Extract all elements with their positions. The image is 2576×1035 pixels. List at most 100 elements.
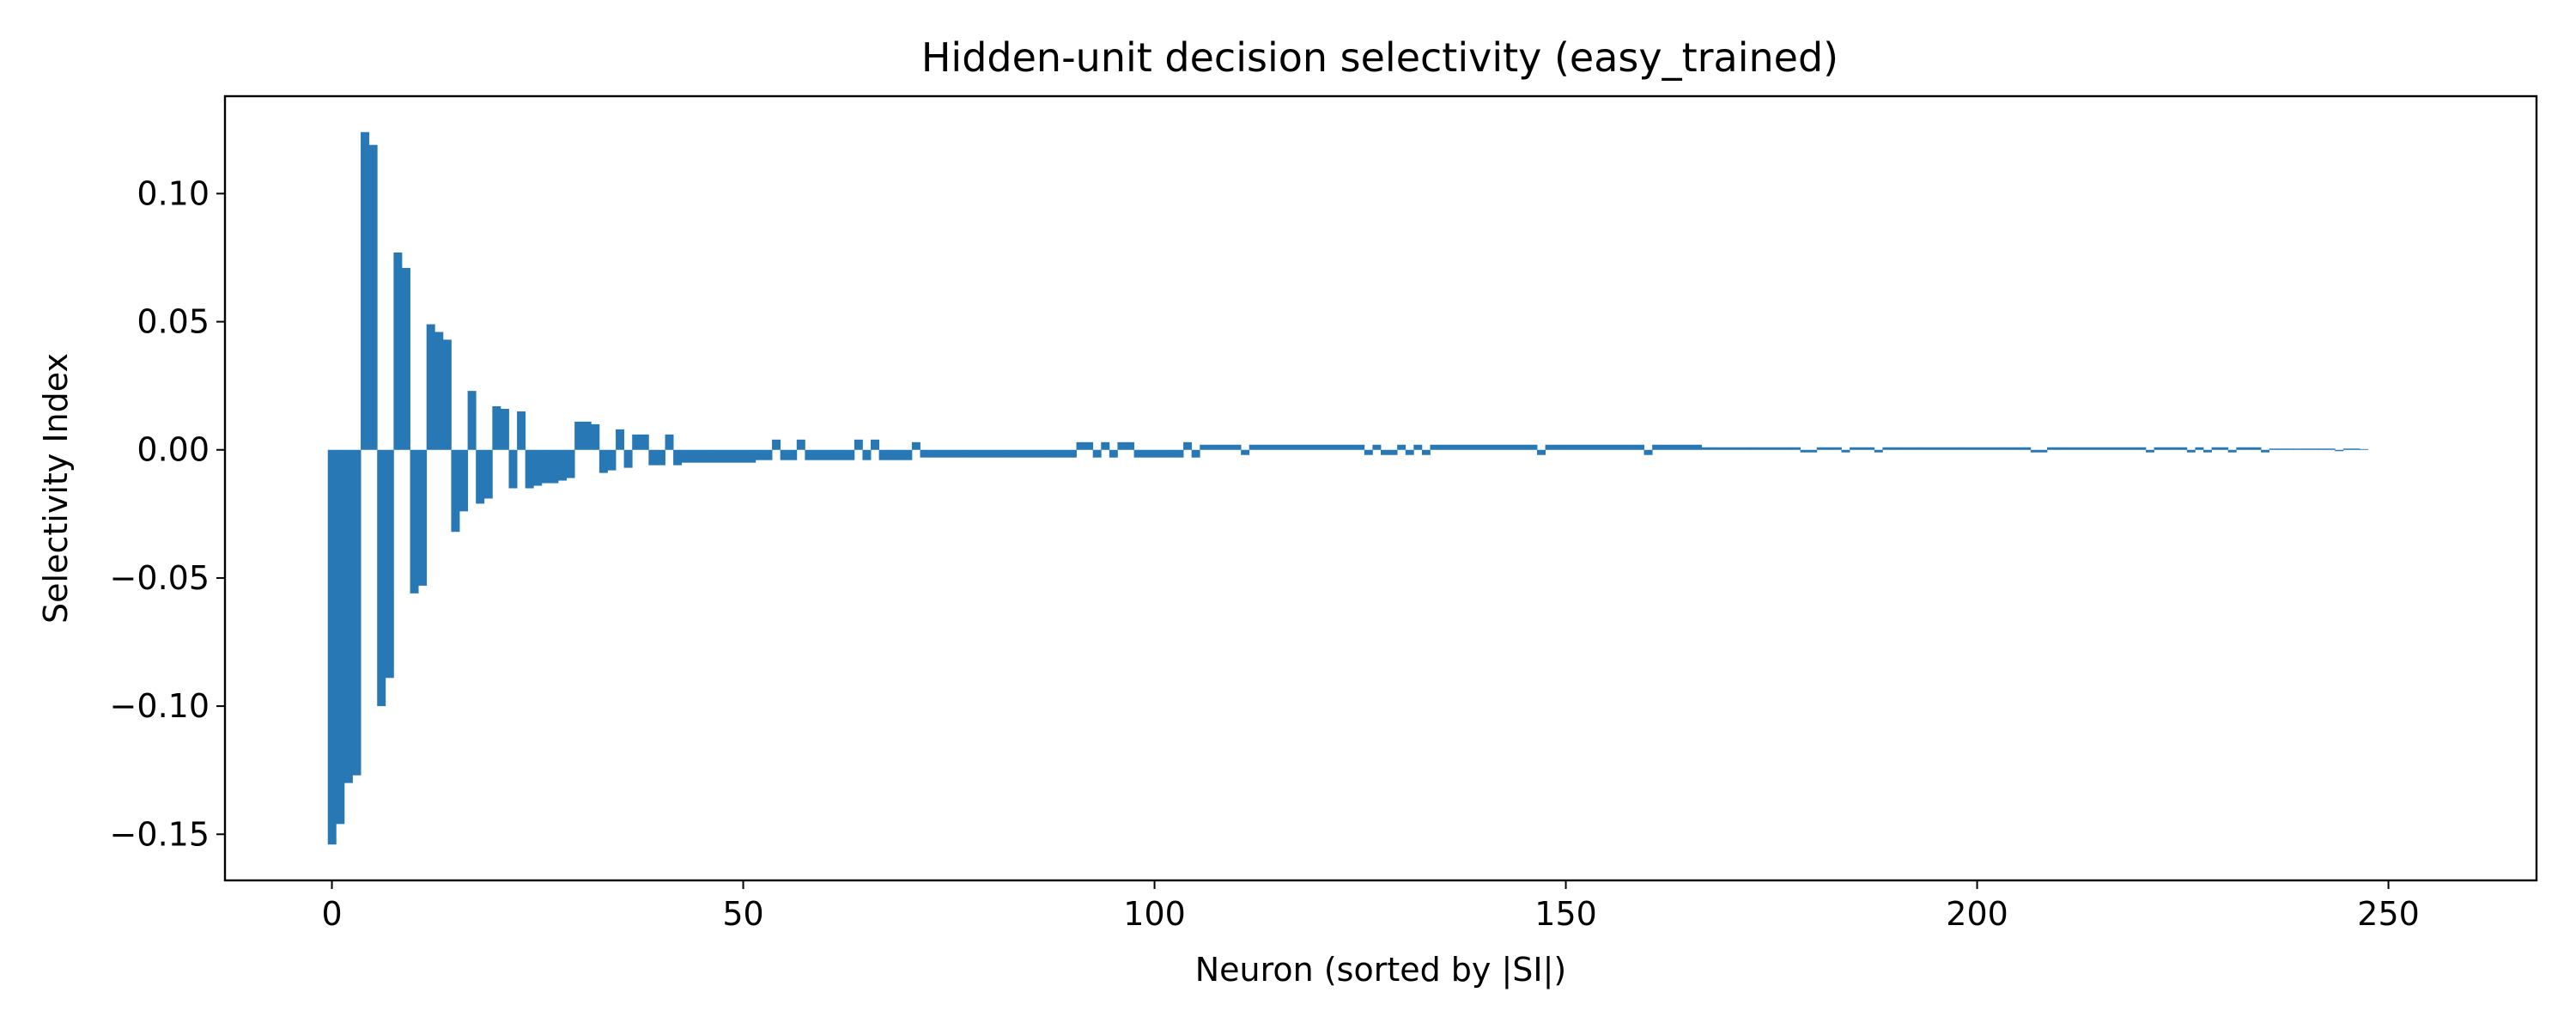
bar-134 xyxy=(1430,444,1439,450)
bar-99 xyxy=(1142,449,1151,458)
bar-124 xyxy=(1347,444,1357,450)
bar-246 xyxy=(2351,448,2360,450)
bar-191 xyxy=(1899,447,1908,450)
bar-32 xyxy=(591,423,600,450)
bar-173 xyxy=(1751,447,1760,450)
bar-202 xyxy=(1989,447,1998,450)
bar-247 xyxy=(2360,448,2369,450)
bar-217 xyxy=(2112,447,2122,450)
bar-133 xyxy=(1421,449,1431,455)
bar-112 xyxy=(1249,444,1258,450)
bar-90 xyxy=(1067,449,1077,458)
bar-200 xyxy=(1972,447,1982,450)
bar-27 xyxy=(550,449,559,484)
bar-11 xyxy=(418,449,428,586)
bar-104 xyxy=(1183,441,1193,450)
bar-175 xyxy=(1767,447,1777,450)
bar-16 xyxy=(459,449,469,512)
bar-149 xyxy=(1553,444,1563,450)
bar-98 xyxy=(1133,449,1143,458)
bar-65 xyxy=(862,449,872,460)
bar-171 xyxy=(1734,447,1743,450)
bar-201 xyxy=(1981,447,1990,450)
x-tick-label: 100 xyxy=(1123,895,1186,933)
bar-245 xyxy=(2342,448,2352,450)
bar-148 xyxy=(1545,444,1554,450)
bar-194 xyxy=(1923,447,1933,450)
y-tick-label: −0.10 xyxy=(110,687,210,725)
bar-126 xyxy=(1364,449,1373,455)
bar-82 xyxy=(1002,449,1012,458)
bar-43 xyxy=(681,449,690,463)
bar-236 xyxy=(2269,448,2278,450)
bar-220 xyxy=(2137,447,2147,450)
bar-50 xyxy=(738,449,748,463)
bar-74 xyxy=(936,449,945,458)
bar-96 xyxy=(1117,441,1127,450)
x-tick-label: 200 xyxy=(1946,895,2008,933)
bar-23 xyxy=(517,411,526,450)
bar-56 xyxy=(788,449,798,460)
bar-52 xyxy=(755,449,764,460)
bar-35 xyxy=(616,429,625,450)
y-tick-label: 0.10 xyxy=(137,174,210,212)
bar-19 xyxy=(483,449,493,499)
bar-186 xyxy=(1857,447,1867,450)
bar-155 xyxy=(1602,444,1612,450)
bar-4 xyxy=(361,131,370,450)
bar-227 xyxy=(2195,447,2204,450)
bar-17 xyxy=(467,391,477,450)
bar-221 xyxy=(2145,449,2154,453)
bar-183 xyxy=(1832,447,1842,450)
bar-118 xyxy=(1298,444,1308,450)
bar-164 xyxy=(1676,444,1686,450)
bar-182 xyxy=(1825,447,1834,450)
bar-86 xyxy=(1035,449,1044,458)
bar-211 xyxy=(2063,447,2073,450)
bar-189 xyxy=(1882,447,1892,450)
x-tick-label: 250 xyxy=(2357,895,2420,933)
bar-165 xyxy=(1685,444,1694,450)
bar-111 xyxy=(1241,449,1250,455)
y-axis-label: Selectivity Index xyxy=(37,353,75,624)
bar-97 xyxy=(1126,441,1134,450)
bar-172 xyxy=(1742,447,1752,450)
bar-198 xyxy=(1956,447,1965,450)
bar-8 xyxy=(393,253,403,450)
bar-225 xyxy=(2178,447,2188,450)
bar-242 xyxy=(2318,448,2328,450)
bar-156 xyxy=(1611,444,1620,450)
bar-224 xyxy=(2170,447,2179,450)
bar-45 xyxy=(697,449,707,463)
bar-14 xyxy=(442,339,452,450)
bar-137 xyxy=(1455,444,1464,450)
bar-116 xyxy=(1282,444,1291,450)
bar-141 xyxy=(1487,444,1497,450)
bar-33 xyxy=(598,449,608,473)
bar-136 xyxy=(1446,444,1455,450)
bar-110 xyxy=(1232,444,1242,450)
bar-135 xyxy=(1438,444,1448,450)
bar-57 xyxy=(796,439,805,450)
bar-67 xyxy=(878,449,888,460)
bar-117 xyxy=(1290,444,1299,450)
bar-85 xyxy=(1027,449,1036,458)
bar-15 xyxy=(451,449,460,533)
bar-207 xyxy=(2030,449,2039,453)
bar-226 xyxy=(2186,449,2196,453)
bar-244 xyxy=(2335,449,2344,452)
bar-192 xyxy=(1907,447,1917,450)
bar-41 xyxy=(665,434,674,450)
bar-230 xyxy=(2220,447,2229,450)
bar-46 xyxy=(706,449,715,463)
bar-62 xyxy=(837,449,847,460)
bar-240 xyxy=(2301,448,2311,450)
bar-243 xyxy=(2326,448,2336,450)
bar-29 xyxy=(566,449,575,478)
bar-233 xyxy=(2244,447,2253,450)
bar-239 xyxy=(2293,448,2303,450)
bar-215 xyxy=(2096,447,2105,450)
bar-166 xyxy=(1693,444,1703,450)
bar-66 xyxy=(871,439,880,450)
